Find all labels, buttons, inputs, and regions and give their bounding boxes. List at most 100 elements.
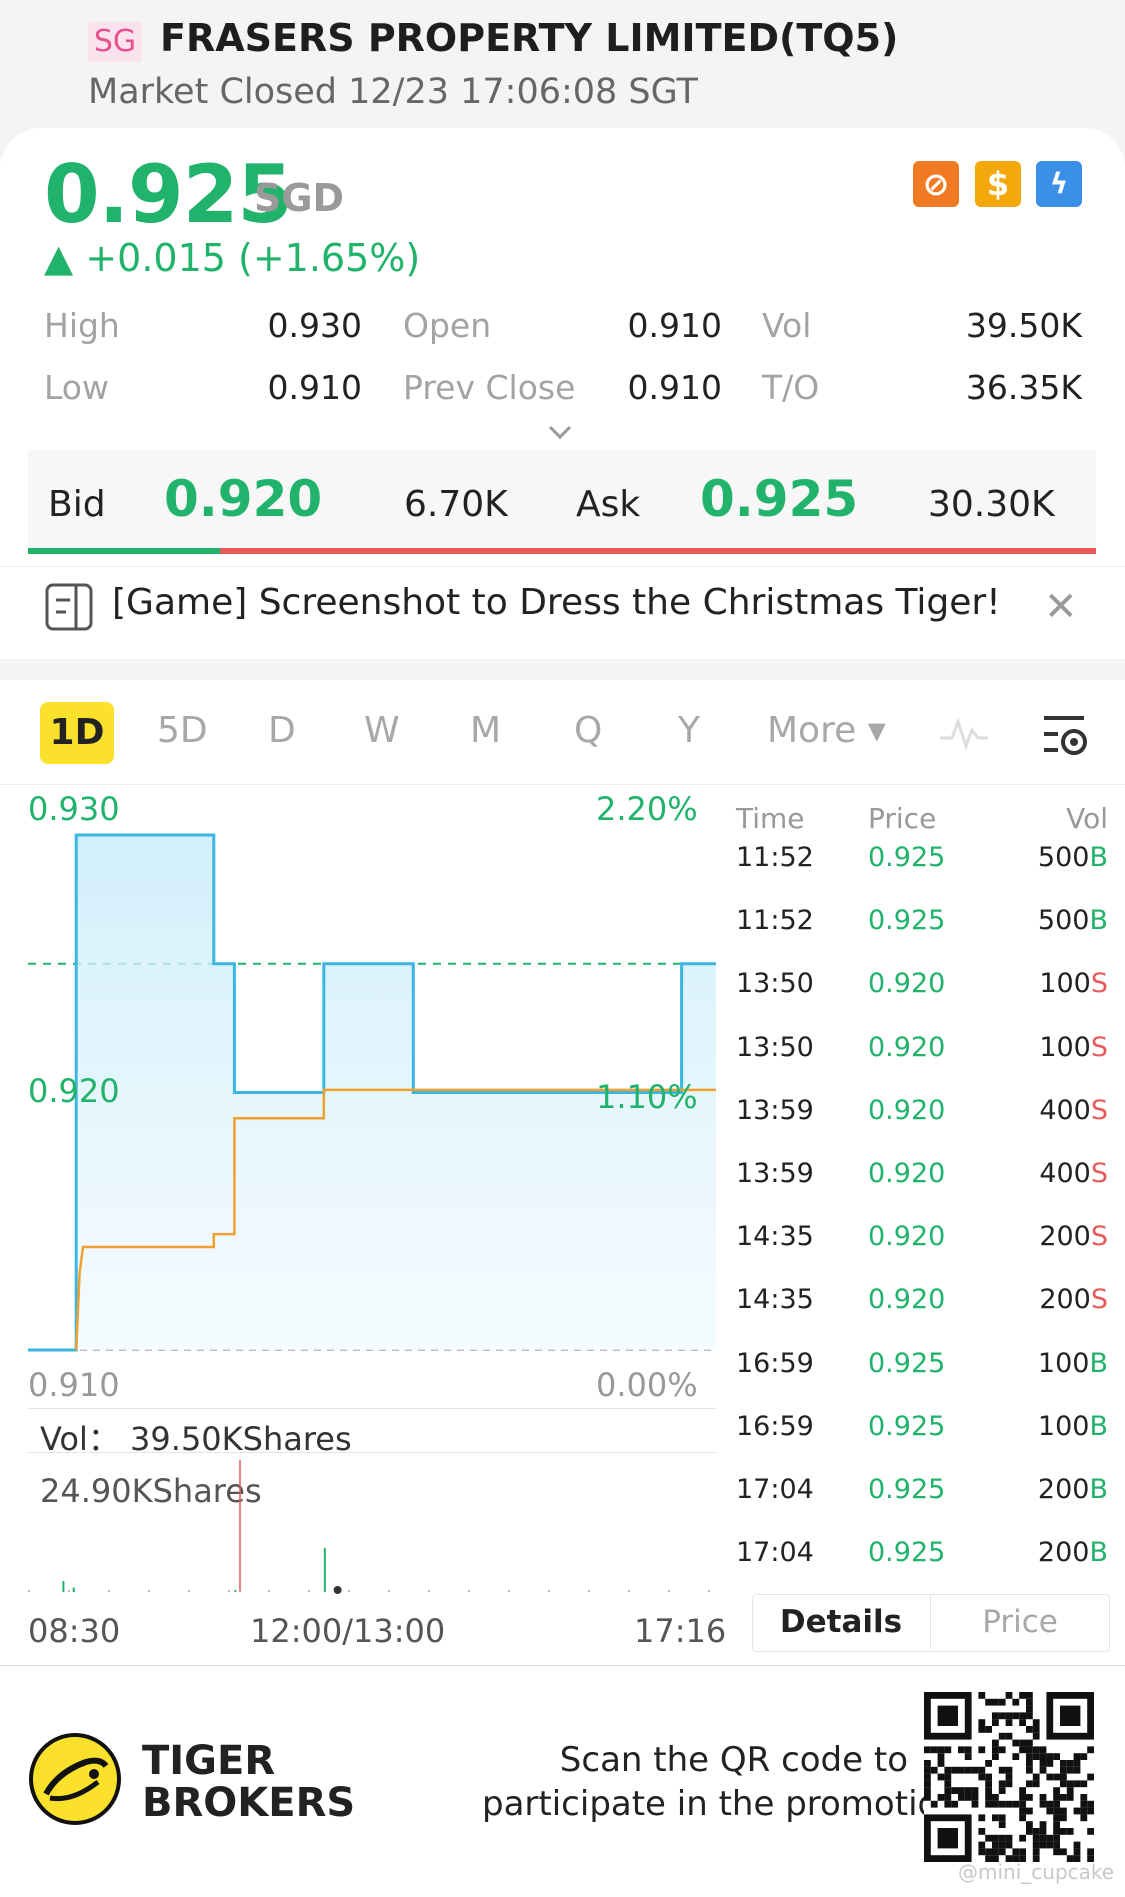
price-line bbox=[28, 833, 716, 1352]
low-value: 0.910 bbox=[267, 368, 362, 407]
tick-price: 0.920 bbox=[868, 1284, 946, 1315]
tick-volume: 100B bbox=[990, 1348, 1108, 1379]
ticks-header-time: Time bbox=[736, 802, 805, 835]
tick-price: 0.925 bbox=[868, 842, 946, 873]
y-axis-top-percent: 2.20% bbox=[596, 790, 698, 828]
volume-baseline-dot bbox=[68, 1590, 70, 1592]
tab-d[interactable]: D bbox=[268, 710, 296, 751]
tab-more[interactable]: More ▾ bbox=[767, 710, 886, 751]
tick-side: S bbox=[1090, 1095, 1108, 1126]
tick-side: B bbox=[1089, 842, 1108, 873]
chart-settings-icon[interactable] bbox=[1040, 712, 1092, 758]
tick-price: 0.920 bbox=[868, 1032, 946, 1063]
time-axis-end: 17:16 bbox=[634, 1612, 727, 1650]
no-short-icon[interactable]: ⊘ bbox=[913, 161, 959, 207]
close-icon[interactable]: ✕ bbox=[1044, 584, 1078, 630]
tick-price: 0.925 bbox=[868, 1411, 946, 1442]
tick-side: B bbox=[1089, 1411, 1108, 1442]
lightning-icon[interactable]: ϟ bbox=[1036, 161, 1082, 207]
volume-bar bbox=[72, 1587, 75, 1592]
tick-side: S bbox=[1090, 1158, 1108, 1189]
dollar-icon[interactable]: $ bbox=[975, 161, 1021, 207]
promo-banner[interactable] bbox=[0, 566, 1125, 659]
tick-price: 0.925 bbox=[868, 1474, 946, 1505]
tick-volume-value: 400 bbox=[1039, 1158, 1091, 1189]
tick-price: 0.920 bbox=[868, 1221, 946, 1252]
tick-side: S bbox=[1090, 1221, 1108, 1252]
tick-volume: 200S bbox=[990, 1221, 1108, 1252]
tick-volume: 200B bbox=[990, 1474, 1108, 1505]
bid-price: 0.920 bbox=[164, 470, 323, 528]
prev-close-value: 0.910 bbox=[627, 368, 722, 407]
tick-time: 17:04 bbox=[736, 1474, 814, 1505]
tick-time: 13:59 bbox=[736, 1095, 814, 1126]
tick-volume: 400S bbox=[990, 1158, 1108, 1189]
tick-volume-value: 200 bbox=[1037, 1474, 1090, 1505]
tick-time: 16:59 bbox=[736, 1411, 814, 1442]
scan-text-line1: Scan the QR code to bbox=[559, 1740, 908, 1780]
bid-ratio-bar bbox=[28, 548, 220, 554]
high-label: High bbox=[44, 306, 120, 345]
scan-text-line2: participate in the promotion bbox=[482, 1784, 960, 1824]
time-axis-mid: 12:00/13:00 bbox=[250, 1612, 446, 1650]
price-change: ▲ +0.015 (+1.65%) bbox=[44, 236, 421, 280]
tick-price: 0.925 bbox=[868, 905, 946, 936]
volume-baseline-dot bbox=[548, 1590, 550, 1592]
tiger-brokers-logo bbox=[29, 1733, 121, 1825]
pulse-indicator-icon[interactable] bbox=[938, 716, 990, 752]
prev-close-label: Prev Close bbox=[403, 368, 576, 407]
ticks-segment-control bbox=[752, 1594, 1110, 1652]
qr-code[interactable] bbox=[924, 1692, 1094, 1862]
watermark-text: @mini_cupcake bbox=[958, 1860, 1115, 1884]
volume-baseline-dot bbox=[148, 1590, 150, 1592]
ask-label: Ask bbox=[576, 484, 641, 525]
volume-baseline-dot bbox=[708, 1590, 710, 1592]
y-axis-mid-percent: 1.10% bbox=[596, 1078, 698, 1116]
volume-max-label: 24.90KShares bbox=[40, 1472, 262, 1510]
volume-baseline-dot bbox=[188, 1590, 190, 1592]
tick-side: S bbox=[1090, 968, 1108, 999]
volume-divider bbox=[28, 1452, 716, 1453]
volume-total-label: Vol： 39.50KShares bbox=[40, 1420, 352, 1458]
tick-price: 0.925 bbox=[868, 1348, 946, 1379]
y-axis-top-label: 0.930 bbox=[28, 790, 120, 828]
tick-time: 14:35 bbox=[736, 1284, 814, 1315]
turnover-value: 36.35K bbox=[965, 368, 1082, 407]
tick-volume-value: 200 bbox=[1039, 1221, 1091, 1252]
tick-volume: 200B bbox=[990, 1537, 1108, 1568]
tick-time: 13:50 bbox=[736, 968, 814, 999]
price-tab[interactable]: Price bbox=[930, 1594, 1109, 1650]
tab-1d[interactable]: 1D bbox=[40, 702, 114, 764]
details-tab[interactable]: Details bbox=[779, 1604, 903, 1640]
tick-side: S bbox=[1090, 1032, 1108, 1063]
volume-chart[interactable] bbox=[28, 1456, 716, 1596]
ticks-header-vol: Vol bbox=[1066, 802, 1108, 835]
tabs-divider bbox=[0, 784, 1125, 785]
price-area-fill bbox=[28, 835, 716, 1350]
intraday-price-chart[interactable] bbox=[28, 790, 716, 1410]
tick-time: 11:52 bbox=[736, 842, 814, 873]
bid-label: Bid bbox=[48, 484, 106, 525]
tick-volume: 500B bbox=[990, 842, 1108, 873]
expand-chevron-icon[interactable] bbox=[546, 418, 574, 446]
promo-text[interactable]: [Game] Screenshot to Dress the Christmas… bbox=[112, 582, 1001, 623]
stock-title[interactable]: FRASERS PROPERTY LIMITED(TQ5) bbox=[160, 16, 899, 60]
tab-w[interactable]: W bbox=[364, 710, 400, 751]
volume-bar bbox=[323, 1548, 326, 1592]
brand-name-line2: BROKERS bbox=[142, 1780, 356, 1826]
tick-volume-value: 200 bbox=[1037, 1537, 1090, 1568]
volume-baseline-dot bbox=[668, 1590, 670, 1592]
tick-time: 16:59 bbox=[736, 1348, 814, 1379]
tab-5d[interactable]: 5D bbox=[157, 710, 208, 751]
tab-q[interactable]: Q bbox=[574, 710, 603, 751]
tick-price: 0.920 bbox=[868, 1158, 946, 1189]
exchange-badge: SG bbox=[88, 22, 142, 62]
tab-y[interactable]: Y bbox=[678, 710, 700, 751]
volume-bar bbox=[62, 1581, 65, 1592]
bid-ask-panel bbox=[28, 450, 1096, 550]
tab-m[interactable]: M bbox=[470, 710, 502, 751]
tick-volume-value: 500 bbox=[1037, 905, 1090, 936]
tick-time: 13:50 bbox=[736, 1032, 814, 1063]
tick-time: 17:04 bbox=[736, 1537, 814, 1568]
volume-marker-dot bbox=[333, 1586, 342, 1594]
